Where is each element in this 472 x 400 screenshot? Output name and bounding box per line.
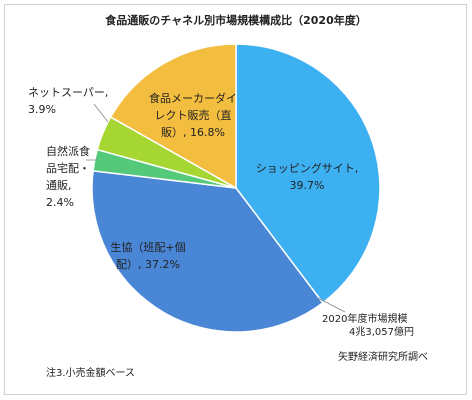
- leader-line: [93, 103, 109, 123]
- slice-label: 生協（班配+個配）, 37.2%: [110, 240, 185, 271]
- slice-label: ショッピングサイト, 39.7%: [256, 161, 359, 192]
- source-note: 矢野経済研究所調べ: [338, 352, 428, 363]
- market-size-leader-line: [317, 297, 346, 313]
- slice-labels: ショッピングサイト, 39.7% 生協（班配+個配）, 37.2% 自然派食品宅配・通…: [28, 86, 358, 271]
- pie-slice: [235, 43, 381, 304]
- slice-label: 自然派食品宅配・通販, 2.4%: [46, 144, 90, 209]
- slice-label: 食品メーカーダイレクト販売（直販）, 16.8%: [149, 91, 237, 139]
- pie-slices: [91, 43, 381, 333]
- pie-slice: [91, 170, 324, 333]
- chart-frame: [4, 4, 467, 395]
- slice-label: ネットスーパー, 3.9%: [28, 86, 108, 116]
- market-size-value: 4兆3,057億円: [349, 327, 414, 338]
- chart-title: 食品通販のチャネル別市場規模構成比（2020年度）: [105, 14, 367, 27]
- leader-lines: [86, 103, 346, 313]
- market-size-label: 2020年度市場規模: [322, 314, 408, 325]
- footnote: 注3.小売金額ベース: [46, 368, 136, 379]
- pie-slice: [109, 43, 237, 190]
